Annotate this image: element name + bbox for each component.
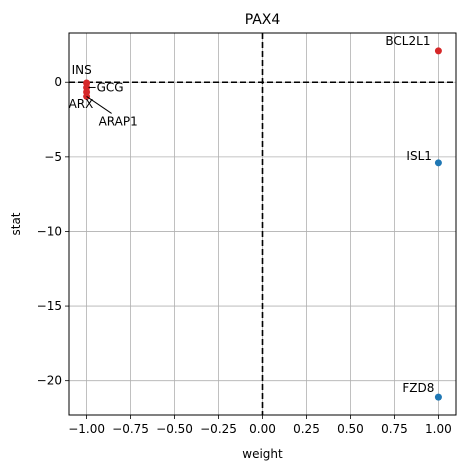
x-tick-label: −0.75 (112, 422, 149, 436)
chart-title: PAX4 (245, 12, 281, 28)
y-tick-label: −15 (37, 299, 62, 313)
x-tick-label: 0.75 (381, 422, 408, 436)
x-tick-label: 0.25 (293, 422, 320, 436)
annotation-gcg: GCG (97, 80, 124, 94)
x-tick-label: −0.50 (156, 422, 193, 436)
annotation-fzd8: FZD8 (402, 381, 434, 395)
y-tick-label: −10 (37, 224, 62, 238)
y-tick-label: −20 (37, 374, 62, 388)
data-point-fzd8 (434, 393, 442, 401)
x-axis-label: weight (242, 447, 283, 461)
annotation-ins: INS (72, 63, 92, 77)
annotation-arap1: ARAP1 (99, 114, 138, 128)
data-points (83, 47, 442, 401)
data-point-bcl2l1 (434, 47, 442, 55)
y-axis-label: stat (9, 212, 23, 235)
annotation-isl1: ISL1 (406, 149, 431, 163)
data-point-isl1 (434, 159, 442, 167)
annotation-bcl2l1: BCL2L1 (385, 34, 430, 48)
x-tick-label: −0.25 (200, 422, 237, 436)
annotation-leader-arap1 (86, 96, 112, 114)
y-tick-label: −5 (44, 150, 62, 164)
reference-lines (69, 33, 456, 415)
x-tick-label: 0.00 (249, 422, 276, 436)
x-axis-ticks: −1.00 −0.75 −0.50 −0.25 0.00 0.25 0.50 0.75 1.00 (68, 415, 452, 436)
y-tick-label: 0 (54, 75, 62, 89)
annotation-arx: ARX (69, 97, 94, 111)
x-tick-label: 1.00 (425, 422, 452, 436)
x-tick-label: 0.50 (337, 422, 364, 436)
x-tick-label: −1.00 (68, 422, 105, 436)
y-axis-ticks: 0 −5 −10 −15 −20 (37, 75, 69, 388)
